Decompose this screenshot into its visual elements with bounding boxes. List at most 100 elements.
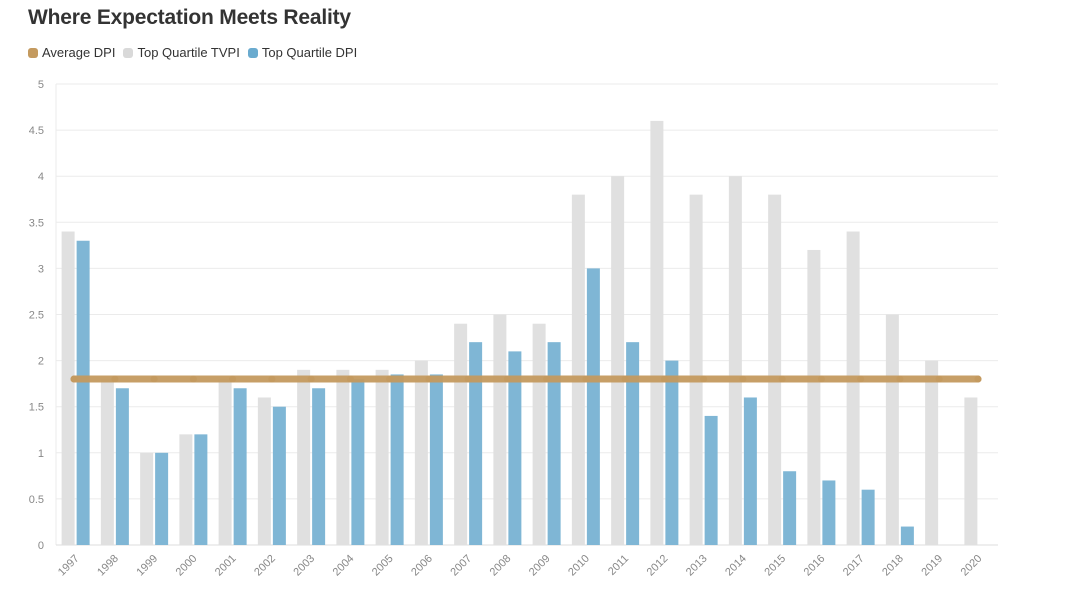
- bar-tvpi-2001: [218, 379, 232, 545]
- x-tick-label-2011: 2011: [606, 553, 631, 578]
- bar-dpi-2010: [586, 268, 600, 545]
- bar-tvpi-2010: [571, 194, 585, 545]
- y-tick-label: 3.5: [29, 217, 44, 229]
- bar-tvpi-2020: [964, 397, 978, 545]
- bar-dpi-2008: [508, 351, 522, 545]
- x-tick-label-1999: 1999: [134, 553, 160, 579]
- point-average-dpi-2006: [425, 375, 433, 383]
- x-tick-label-2004: 2004: [331, 553, 357, 579]
- point-average-dpi-2013: [700, 375, 708, 383]
- legend-item-top-quartile-dpi[interactable]: Top Quartile DPI: [247, 45, 357, 60]
- x-tick-label-2008: 2008: [488, 553, 514, 579]
- point-average-dpi-2000: [189, 375, 197, 383]
- point-average-dpi-2020: [974, 375, 982, 383]
- y-tick-label: 3: [38, 263, 44, 275]
- bar-tvpi-2005: [375, 369, 389, 545]
- x-tick-label-2016: 2016: [802, 553, 828, 579]
- bar-tvpi-2014: [728, 176, 742, 545]
- point-average-dpi-2016: [817, 375, 825, 383]
- chart-title: Where Expectation Meets Reality: [28, 6, 351, 29]
- bar-tvpi-2006: [414, 360, 428, 545]
- bar-dpi-2013: [704, 415, 718, 545]
- point-average-dpi-2007: [464, 375, 472, 383]
- x-tick-label-2006: 2006: [409, 553, 435, 579]
- legend-swatch-top-quartile-tvpi: [123, 47, 134, 58]
- bar-dpi-2014: [743, 397, 757, 545]
- bar-tvpi-2004: [336, 369, 350, 545]
- legend-swatch-top-quartile-dpi: [247, 47, 258, 58]
- legend-item-average-dpi[interactable]: Average DPI: [28, 45, 115, 60]
- bar-tvpi-2008: [493, 314, 507, 545]
- bar-tvpi-2015: [768, 194, 782, 545]
- bar-tvpi-1997: [61, 231, 75, 545]
- point-average-dpi-2015: [778, 375, 786, 383]
- x-tick-label-2012: 2012: [645, 553, 671, 579]
- bar-tvpi-1998: [100, 379, 114, 545]
- bar-tvpi-2012: [650, 120, 664, 545]
- legend-item-top-quartile-tvpi[interactable]: Top Quartile TVPI: [123, 45, 240, 60]
- bar-dpi-1998: [115, 388, 129, 545]
- y-tick-label: 2: [38, 356, 44, 368]
- bar-dpi-2018: [900, 526, 914, 545]
- legend: Average DPI Top Quartile TVPI Top Quarti…: [28, 45, 357, 60]
- bar-dpi-2000: [194, 434, 208, 545]
- bar-dpi-2006: [429, 374, 443, 545]
- point-average-dpi-2019: [935, 375, 943, 383]
- x-tick-label-2014: 2014: [723, 553, 749, 579]
- point-average-dpi-2002: [268, 375, 276, 383]
- x-tick-label-2020: 2020: [959, 553, 985, 579]
- bar-dpi-2004: [351, 379, 365, 545]
- x-tick-label-2003: 2003: [291, 553, 317, 579]
- bar-dpi-2003: [312, 388, 326, 545]
- bar-dpi-2002: [272, 406, 286, 545]
- bar-tvpi-2018: [885, 314, 899, 545]
- bar-dpi-2016: [822, 480, 836, 545]
- point-average-dpi-2018: [896, 375, 904, 383]
- bar-tvpi-2002: [257, 397, 271, 545]
- point-average-dpi-2004: [346, 375, 354, 383]
- y-tick-label: 1.5: [29, 402, 44, 414]
- bar-dpi-2011: [626, 342, 640, 545]
- point-average-dpi-2008: [503, 375, 511, 383]
- point-average-dpi-1998: [111, 375, 119, 383]
- bar-dpi-2015: [783, 471, 797, 545]
- y-tick-label: 4: [38, 171, 44, 183]
- x-tick-label-1998: 1998: [95, 553, 121, 579]
- point-average-dpi-2012: [660, 375, 668, 383]
- point-average-dpi-1997: [70, 375, 78, 383]
- x-tick-label-2005: 2005: [370, 553, 396, 579]
- y-tick-label: 0.5: [29, 494, 44, 506]
- point-average-dpi-2017: [857, 375, 865, 383]
- bar-tvpi-1999: [140, 452, 154, 545]
- x-tick-label-2001: 2001: [213, 553, 239, 579]
- x-tick-label-2000: 2000: [174, 553, 200, 579]
- point-average-dpi-2011: [621, 375, 629, 383]
- point-average-dpi-2014: [739, 375, 747, 383]
- x-tick-label-2015: 2015: [762, 553, 788, 579]
- bar-tvpi-2007: [454, 323, 468, 545]
- legend-label-top-quartile-tvpi: Top Quartile TVPI: [137, 45, 240, 60]
- y-tick-label: 5: [38, 79, 44, 91]
- bar-dpi-2012: [665, 360, 679, 545]
- point-average-dpi-2005: [386, 375, 394, 383]
- bar-tvpi-2003: [297, 369, 311, 545]
- x-tick-label-1997: 1997: [56, 553, 82, 579]
- y-tick-label: 4.5: [29, 125, 44, 137]
- bar-tvpi-2000: [179, 434, 193, 545]
- x-tick-label-2019: 2019: [919, 553, 945, 579]
- bar-dpi-2001: [233, 388, 247, 545]
- point-average-dpi-1999: [150, 375, 158, 383]
- x-tick-label-2013: 2013: [684, 553, 710, 579]
- bar-tvpi-2009: [532, 323, 546, 545]
- x-tick-label-2017: 2017: [841, 553, 867, 579]
- bar-dpi-2005: [390, 374, 404, 545]
- point-average-dpi-2010: [582, 375, 590, 383]
- x-tick-label-2009: 2009: [527, 553, 553, 579]
- bar-dpi-2009: [547, 342, 561, 545]
- bar-dpi-2007: [469, 342, 483, 545]
- point-average-dpi-2001: [229, 375, 237, 383]
- bar-tvpi-2017: [846, 231, 860, 545]
- y-tick-label: 0: [38, 540, 44, 552]
- x-tick-label-2007: 2007: [448, 553, 474, 579]
